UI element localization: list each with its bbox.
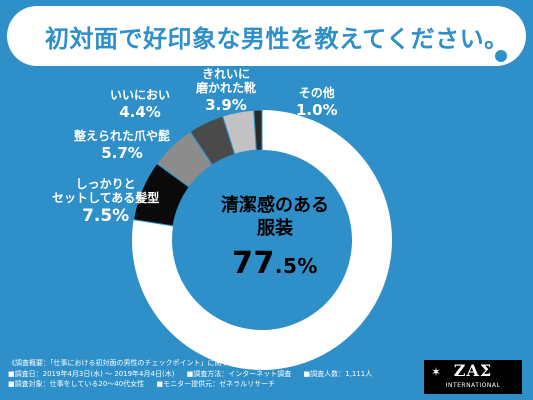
chart-title: 初対面で好印象な男性を教えてください。 [45,25,509,53]
label-shoes: きれいに 磨かれた靴 3.9% [196,67,257,114]
label-main-line1: 清潔感のある [221,195,329,216]
title-dot [495,50,507,62]
label-shoes-line2: 磨かれた靴 [196,80,257,95]
label-nails-name: 整えられた爪や髭 [74,129,171,143]
footer-target: ■調査対象：仕事をしている20～40代女性 [8,380,145,388]
company-logo: ✶ ZAΣ INTERNATIONAL [424,360,522,394]
footer-method: ■調査方法：インターネット調査 [186,369,292,378]
label-nails-pct: 5.7% [101,143,143,162]
logo-mark: ZAΣ [453,361,493,380]
label-main-pct: 77.5% [200,246,350,281]
footer-monitor: ■モニター提供元：ゼネラルリサーチ [156,380,276,388]
label-shoes-pct: 3.9% [205,95,247,114]
label-other: その他 1.0% [296,86,338,119]
slice-clean-clothes [132,110,393,370]
logo-sub: INTERNATIONAL [445,382,501,389]
label-smell: いいにおい 4.4% [110,88,171,121]
label-hair-line1: しっかりと [75,177,136,191]
label-hair: しっかりと セットしてある髪型 7.5% [52,177,160,226]
label-main-line2: 服装 [257,217,293,239]
label-hair-pct: 7.5% [82,205,130,226]
footer-line2: ■調査日：2019年4月3日(水) ～ 2019年4月4日(木) ■調査方法：イ… [8,369,418,380]
label-smell-pct: 4.4% [119,102,161,121]
label-main-pct-num: 77 [232,246,275,281]
label-shoes-line1: きれいに [202,67,251,81]
footer-period: ■調査日：2019年4月3日(水) ～ 2019年4月4日(木) [8,369,175,378]
label-main: 清潔感のある 服装 77.5% [200,195,350,281]
footer-count: ■調査人数：1,111人 [303,369,373,378]
label-hair-line2: セットしてある髪型 [52,190,160,205]
logo-star-icon: ✶ [430,365,442,379]
label-other-name: その他 [298,86,335,100]
label-main-pct-dec: .5% [274,254,318,278]
label-smell-name: いいにおい [110,88,171,102]
footer-line1: 《調査概要：「仕事における初対面の男性のチェックポイント」に関する意識調査》 [8,359,271,367]
slice-other [253,109,263,151]
survey-footer: 《調査概要：「仕事における初対面の男性のチェックポイント」に関する意識調査》 ■… [8,358,418,390]
label-other-pct: 1.0% [296,100,338,119]
label-nails: 整えられた爪や髭 5.7% [74,129,171,162]
title-card: 初対面で好印象な男性を教えてください。 [7,6,526,66]
footer-line3: ■調査対象：仕事をしている20～40代女性 ■モニター提供元：ゼネラルリサーチ [8,379,418,390]
